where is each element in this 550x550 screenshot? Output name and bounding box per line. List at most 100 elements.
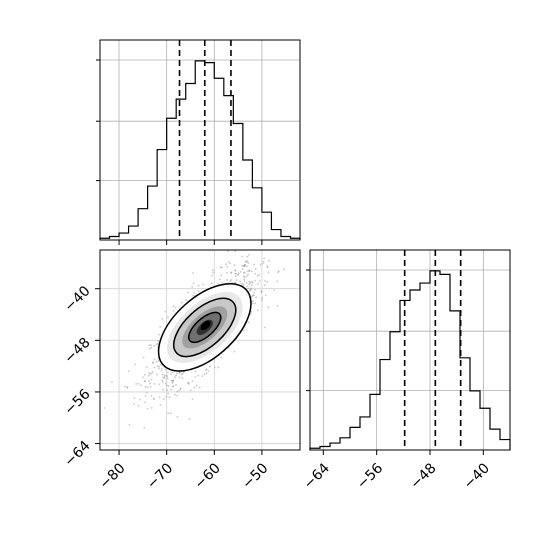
joint-scatter-point [227,347,230,349]
joint-scatter-point [257,283,260,285]
joint-scatter-point [256,274,259,277]
joint-scatter-point [254,267,257,270]
joint-scatter-point [181,377,184,379]
joint-scatter-point [263,257,265,260]
joint-scatter-point [241,255,244,258]
joint-scatter-point [233,264,236,266]
joint-scatter-point [251,300,254,303]
joint-scatter-point [163,374,166,377]
joint-scatter-point [217,366,220,369]
joint-scatter-point [251,270,253,273]
joint-scatter-point [143,380,146,383]
joint-scatter-point [160,363,162,366]
joint-scatter-point [242,275,245,278]
joint-scatter-point [143,426,146,429]
top-histogram-bin [138,209,148,240]
joint-frame [99,249,301,451]
joint-y-tick-label: −40 [61,283,93,315]
joint-density-peak [200,320,211,331]
joint-scatter-point [158,367,160,370]
joint-scatter-point [258,273,261,276]
right-histogram-bin [330,443,340,450]
joint-scatter-point [230,279,233,281]
joint-scatter-point [152,362,154,365]
joint-scatter-point [176,415,179,418]
joint-scatter-point [243,265,246,268]
joint-scatter-point [191,380,194,383]
joint-scatter-point [263,326,266,329]
joint-scatter-point [133,403,136,405]
joint-scatter-point [234,281,236,284]
joint-scatter-point [144,395,147,398]
joint-scatter-point [150,406,153,409]
joint-scatter-point [234,250,237,253]
joint-scatter-point [249,281,252,284]
joint-x-tick-label: −60 [192,460,224,492]
joint-scatter-point [193,386,196,389]
joint-scatter-point [148,347,151,350]
joint-scatter-point [266,280,269,283]
right-histogram-bin [360,417,370,450]
joint-scatter-point [157,360,160,362]
joint-scatter-point [145,391,148,394]
joint-scatter-point [169,412,172,415]
joint-scatter-point [146,408,149,410]
top-histogram-bin [110,237,120,240]
joint-scatter-point [164,310,167,313]
joint-scatter-point [140,384,142,387]
joint-scatter-point [161,381,164,383]
joint-scatter-point [254,279,256,282]
joint-scatter-point [239,270,242,273]
top-histogram-bin [214,78,224,240]
joint-scatter-point [152,370,154,373]
joint-scatter-point [167,392,170,395]
joint-scatter-point [187,291,189,294]
joint-scatter-point [234,272,237,275]
joint-scatter-point [137,404,140,407]
joint-scatter-point [170,373,172,376]
joint-scatter-point [276,304,279,307]
joint-scatter-point [235,279,238,282]
joint-scatter-point [217,282,220,285]
joint-scatter-point [166,377,169,380]
right-histogram-bin [490,429,500,450]
joint-scatter-point [260,290,263,293]
joint-scatter-point [266,265,269,268]
right-histogram-bin [500,440,510,450]
joint-scatter-point [179,388,182,390]
joint-scatter-point [243,280,246,283]
joint-scatter-point [166,371,169,374]
joint-scatter-point [150,378,153,381]
top-histogram-bin [243,160,253,240]
joint-scatter-point [203,373,206,376]
joint-scatter-point [243,276,246,279]
joint-scatter-point [174,306,177,309]
joint-scatter-point [247,321,250,324]
joint-scatter-point [171,382,174,384]
joint-scatter-point [264,294,267,297]
joint-scatter-point [261,299,263,302]
joint-scatter-point [166,389,168,392]
joint-scatter-point [182,371,185,374]
right-x-tick-label: −40 [461,460,493,492]
joint-scatter-point [241,264,244,267]
joint-scatter-point [249,288,252,291]
joint-scatter-point [160,367,163,370]
joint-scatter-point [138,398,141,401]
joint-scatter-point [221,281,224,284]
joint-scatter-point [234,275,237,278]
joint-scatter-point [176,394,179,397]
joint-scatter-point [146,386,149,389]
joint-scatter-point [178,372,181,374]
joint-scatter-point [153,366,156,369]
joint-scatter-point [205,368,208,371]
joint-scatter-point [171,371,174,374]
joint-scatter-point [248,269,251,272]
joint-scatter-point [243,329,246,332]
joint-scatter-point [244,260,247,263]
joint-scatter-point [165,374,168,377]
joint-scatter-point [246,285,249,288]
joint-scatter-point [150,346,152,349]
joint-scatter-point [178,376,181,379]
joint-scatter-point [226,271,229,274]
